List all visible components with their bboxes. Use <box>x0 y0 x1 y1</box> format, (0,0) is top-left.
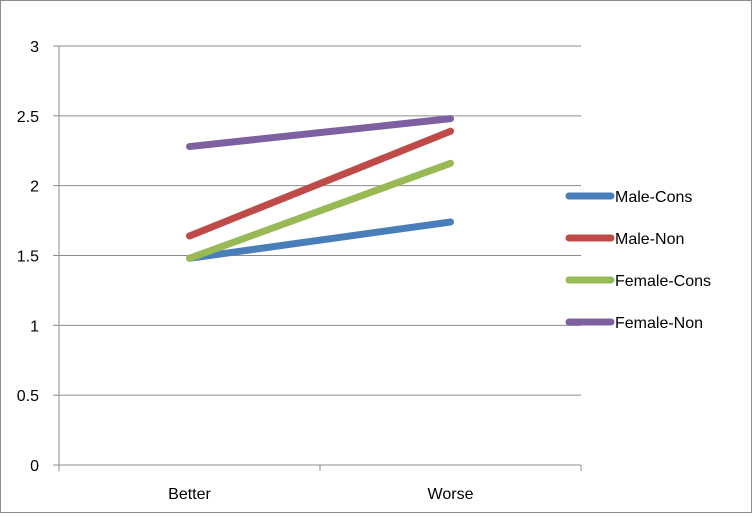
series-line-female-non <box>190 119 451 147</box>
legend-label: Female-Non <box>615 315 703 332</box>
series-line-male-non <box>190 131 451 236</box>
legend: Male-Cons Male-Non Female-Cons Female-Non <box>569 189 711 332</box>
y-tick-labels: 0 0.5 1 1.5 2 2.5 3 <box>17 39 39 475</box>
y-tick-label: 1 <box>30 318 39 335</box>
y-tick-label: 0.5 <box>17 388 39 405</box>
axes <box>53 46 581 471</box>
y-tick-label: 0 <box>30 458 39 475</box>
gridlines <box>59 46 581 395</box>
x-tick-labels: Better Worse <box>168 486 473 503</box>
x-tick-label: Better <box>168 486 211 503</box>
series-line-male-cons <box>190 222 451 258</box>
legend-label: Female-Cons <box>615 273 711 290</box>
legend-label: Male-Non <box>615 231 684 248</box>
x-tick-label: Worse <box>428 486 474 503</box>
series-line-female-cons <box>190 163 451 258</box>
y-tick-label: 3 <box>30 39 39 56</box>
series-lines <box>189 119 450 259</box>
y-tick-label: 2.5 <box>17 109 39 126</box>
y-tick-label: 1.5 <box>17 249 39 266</box>
y-tick-label: 2 <box>30 179 39 196</box>
legend-label: Male-Cons <box>615 189 692 206</box>
